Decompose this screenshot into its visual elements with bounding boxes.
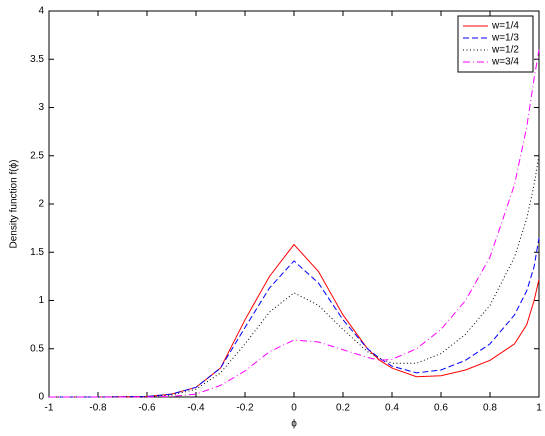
- series-line: [49, 237, 540, 398]
- y-tick-label: 3.5: [30, 54, 44, 65]
- x-tick-label: 0.4: [385, 403, 399, 414]
- y-tick-label: 2: [38, 199, 44, 210]
- y-axis-label: Density function f(ϕ): [9, 160, 20, 249]
- y-tick-label: 1.5: [30, 247, 44, 258]
- x-tick-label: -0.4: [187, 403, 205, 414]
- y-tick-label: 0.5: [30, 343, 44, 354]
- legend-label: w=3/4: [491, 57, 519, 68]
- legend-box: [457, 15, 534, 73]
- y-tick-label: 0: [38, 392, 44, 403]
- series-line: [49, 155, 540, 398]
- x-tick-label: 0.8: [483, 403, 497, 414]
- y-tick-label: 3: [38, 102, 44, 113]
- x-tick-label: 1: [536, 403, 542, 414]
- series-line: [49, 49, 540, 398]
- legend-label: w=1/2: [491, 45, 519, 56]
- x-tick-label: -0.2: [236, 403, 254, 414]
- x-tick-label: 0: [291, 403, 297, 414]
- x-tick-label: -0.6: [138, 403, 156, 414]
- x-tick-label: -0.8: [89, 403, 107, 414]
- y-tick-label: 2.5: [30, 150, 44, 161]
- legend-label: w=1/3: [491, 33, 519, 44]
- y-tick-label: 4: [38, 6, 44, 17]
- x-tick-label: 0.2: [336, 403, 350, 414]
- y-tick-label: 1: [38, 295, 44, 306]
- legend-label: w=1/4: [491, 21, 519, 32]
- plot-frame: [48, 10, 540, 398]
- x-axis-label: ϕ: [291, 419, 297, 430]
- x-tick-label: -1: [45, 403, 54, 414]
- x-tick-label: 0.6: [434, 403, 448, 414]
